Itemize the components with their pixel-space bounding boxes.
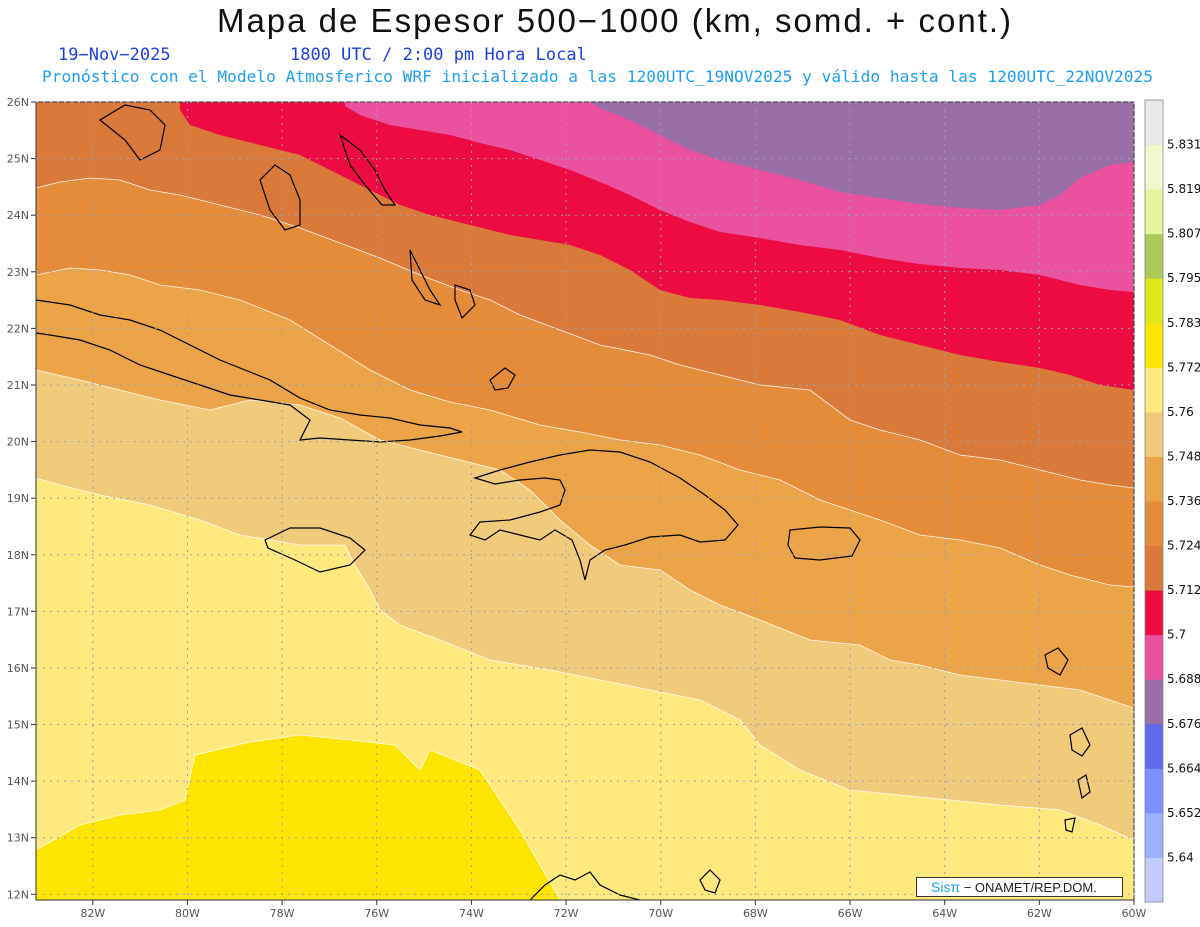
lat-tick-label: 25N	[7, 153, 29, 166]
lon-tick-label: 60W	[1122, 907, 1147, 920]
forecast-date: 19−Nov−2025	[58, 45, 171, 65]
colorbar-label: 5.819	[1167, 182, 1200, 196]
colorbar-label: 5.688	[1167, 672, 1200, 686]
lat-tick-label: 22N	[7, 322, 29, 335]
lon-tick-label: 72W	[554, 907, 579, 920]
lon-tick-label: 76W	[364, 907, 389, 920]
colorbar-label: 5.807	[1167, 227, 1200, 241]
lon-tick-label: 70W	[648, 907, 673, 920]
lat-tick-label: 20N	[7, 436, 29, 449]
thickness-fill	[36, 102, 1134, 900]
colorbar-swatch	[1145, 590, 1163, 636]
lon-tick-label: 68W	[743, 907, 768, 920]
colorbar-swatch	[1145, 367, 1163, 413]
forecast-time: 1800 UTC / 2:00 pm Hora Local	[290, 45, 587, 65]
lat-tick-label: 24N	[7, 209, 29, 222]
credit-text: − ONAMET/REP.DOM.	[960, 880, 1097, 895]
lat-tick-label: 12N	[7, 888, 29, 901]
lon-tick-label: 74W	[459, 907, 484, 920]
colorbar-label: 5.712	[1167, 583, 1200, 597]
credit-brand: Sisπ	[931, 879, 961, 895]
colorbar-swatch	[1145, 723, 1163, 769]
credit-box: Sisπ − ONAMET/REP.DOM.	[916, 877, 1123, 897]
lat-tick-label: 21N	[7, 379, 29, 392]
lat-tick-label: 23N	[7, 266, 29, 279]
colorbar-label: 5.795	[1167, 271, 1200, 285]
lon-tick-label: 62W	[1027, 907, 1052, 920]
lat-tick-label: 14N	[7, 775, 29, 788]
lat-tick-label: 18N	[7, 549, 29, 562]
map-title: Mapa de Espesor 500−1000 (km, somd. + co…	[216, 2, 1014, 39]
colorbar-swatch	[1145, 100, 1163, 146]
colorbar-swatch	[1145, 322, 1163, 368]
lon-tick-label: 80W	[175, 907, 200, 920]
colorbar-label: 5.783	[1167, 316, 1200, 330]
colorbar-swatch	[1145, 768, 1163, 814]
lat-tick-label: 26N	[7, 96, 29, 109]
colorbar-label: 5.652	[1167, 806, 1200, 820]
colorbar-frame	[1144, 99, 1164, 903]
axis-ticks: 82W 80W 78W 76W 74W 72W 70W 68W 66W 64W 62W 60W 12N 1…	[7, 96, 1147, 920]
colorbar-label: 5.724	[1167, 539, 1200, 553]
colorbar-label: 5.748	[1167, 449, 1200, 463]
colorbar-swatch	[1145, 278, 1163, 324]
colorbar-label: 5.7	[1167, 628, 1186, 642]
colorbar-swatch	[1145, 812, 1163, 858]
colorbar-swatch	[1145, 545, 1163, 591]
lon-tick-label: 66W	[838, 907, 863, 920]
lat-tick-label: 13N	[7, 832, 29, 845]
colorbar-label: 5.64	[1167, 850, 1194, 864]
lon-tick-label: 82W	[80, 907, 105, 920]
colorbar-label: 5.772	[1167, 360, 1200, 374]
colorbar-swatch	[1145, 411, 1163, 457]
colorbar-label: 5.736	[1167, 494, 1200, 508]
colorbar-label: 5.831	[1167, 138, 1200, 152]
colorbar: 5.64 5.652 5.664 5.676 5.688 5.7 5.712 5.724 5.7…	[1144, 99, 1200, 903]
colorbar-swatch	[1145, 189, 1163, 235]
grid-lines	[36, 101, 1135, 900]
colorbar-swatch	[1145, 679, 1163, 725]
model-info: Pronóstico con el Modelo Atmosferico WRF…	[42, 67, 1154, 86]
colorbar-swatch	[1145, 634, 1163, 680]
colorbar-swatch	[1145, 456, 1163, 502]
lat-tick-label: 17N	[7, 605, 29, 618]
colorbar-swatch	[1145, 144, 1163, 190]
lat-tick-label: 16N	[7, 662, 29, 675]
lon-tick-label: 78W	[270, 907, 295, 920]
colorbar-label: 5.664	[1167, 761, 1200, 775]
colorbar-label: 5.76	[1167, 405, 1194, 419]
lat-tick-label: 15N	[7, 719, 29, 732]
colorbar-label: 5.676	[1167, 717, 1200, 731]
lon-tick-label: 64W	[932, 907, 957, 920]
lat-tick-label: 19N	[7, 492, 29, 505]
colorbar-swatch	[1145, 857, 1163, 903]
colorbar-swatch	[1145, 233, 1163, 279]
colorbar-swatch	[1145, 501, 1163, 547]
